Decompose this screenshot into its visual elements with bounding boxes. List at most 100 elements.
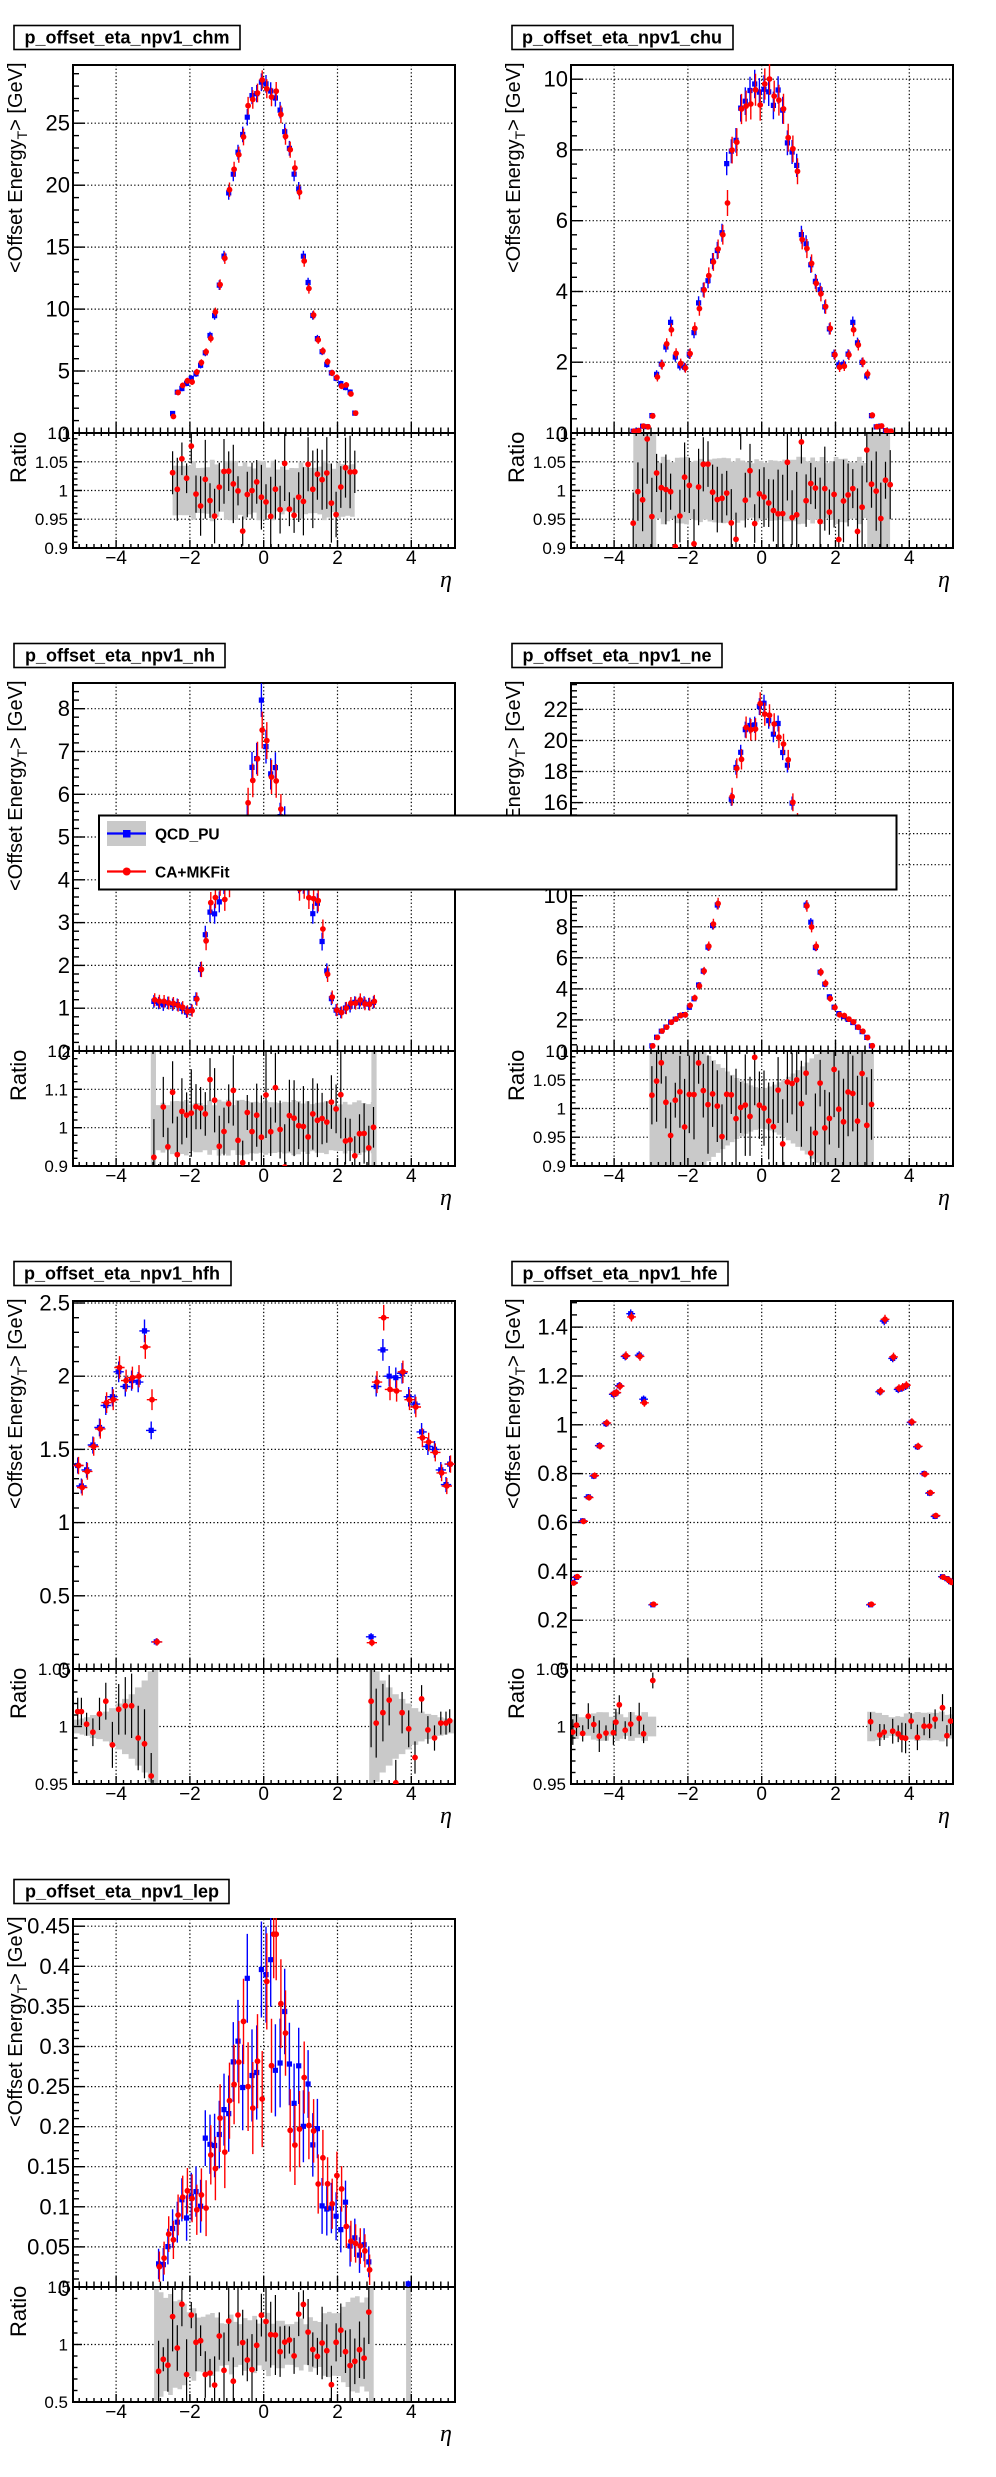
svg-text:2: 2: [332, 1784, 343, 1805]
svg-text:−4: −4: [603, 548, 625, 569]
svg-text:4: 4: [406, 548, 417, 569]
svg-text:20: 20: [46, 173, 70, 198]
svg-text:0.4: 0.4: [537, 1559, 568, 1584]
svg-text:−2: −2: [179, 548, 201, 569]
svg-text:<Offset EnergyT> [GeV]: <Offset EnergyT> [GeV]: [503, 1298, 528, 1509]
svg-text:2: 2: [556, 1007, 568, 1032]
svg-text:0: 0: [258, 2402, 269, 2423]
svg-text:0.8: 0.8: [537, 1461, 568, 1486]
svg-text:22: 22: [544, 697, 568, 722]
svg-text:<Offset EnergyT> [GeV]: <Offset EnergyT> [GeV]: [5, 1916, 30, 2127]
svg-text:0: 0: [58, 1658, 70, 1683]
svg-text:1: 1: [59, 482, 68, 501]
svg-text:η: η: [938, 1803, 950, 1829]
svg-text:1.5: 1.5: [47, 2278, 71, 2297]
svg-text:25: 25: [46, 111, 70, 136]
svg-text:6: 6: [58, 782, 70, 807]
svg-text:2: 2: [332, 1166, 343, 1187]
svg-text:p_offset_eta_npv1_nh: p_offset_eta_npv1_nh: [25, 646, 215, 666]
svg-text:0: 0: [756, 548, 767, 569]
svg-text:2: 2: [332, 2402, 343, 2423]
svg-text:−4: −4: [105, 1166, 127, 1187]
svg-text:0.45: 0.45: [27, 1914, 70, 1939]
svg-text:η: η: [440, 2421, 452, 2447]
svg-text:15: 15: [46, 235, 70, 260]
svg-text:η: η: [440, 1185, 452, 1211]
svg-text:1.05: 1.05: [533, 453, 566, 472]
svg-text:1.05: 1.05: [38, 1660, 71, 1679]
svg-text:0.95: 0.95: [533, 510, 566, 529]
svg-text:1: 1: [556, 1412, 568, 1437]
svg-text:0: 0: [756, 1166, 767, 1187]
svg-text:1.2: 1.2: [47, 1042, 71, 1061]
svg-text:1: 1: [59, 1718, 68, 1737]
svg-text:−2: −2: [677, 548, 699, 569]
svg-text:4: 4: [904, 548, 915, 569]
svg-text:20: 20: [544, 728, 568, 753]
svg-text:p_offset_eta_npv1_hfh: p_offset_eta_npv1_hfh: [24, 1264, 220, 1284]
svg-text:0: 0: [258, 548, 269, 569]
svg-text:0.95: 0.95: [533, 1128, 566, 1147]
svg-text:0.2: 0.2: [39, 2114, 70, 2139]
svg-text:2: 2: [830, 548, 841, 569]
svg-text:Ratio: Ratio: [6, 2286, 31, 2337]
svg-text:6: 6: [556, 945, 568, 970]
svg-text:0.3: 0.3: [39, 2034, 70, 2059]
svg-text:4: 4: [406, 1166, 417, 1187]
svg-text:1.05: 1.05: [536, 1660, 569, 1679]
svg-text:<Offset EnergyT> [GeV]: <Offset EnergyT> [GeV]: [5, 1298, 30, 1509]
svg-text:CA+MKFit: CA+MKFit: [155, 865, 229, 882]
svg-text:7: 7: [58, 739, 70, 764]
svg-text:2: 2: [556, 350, 568, 375]
svg-text:η: η: [938, 567, 950, 593]
svg-text:1: 1: [59, 1119, 68, 1138]
svg-text:η: η: [440, 567, 452, 593]
svg-text:1.1: 1.1: [44, 1080, 68, 1099]
svg-text:<Offset EnergyT> [GeV]: <Offset EnergyT> [GeV]: [5, 680, 30, 891]
svg-text:2: 2: [830, 1784, 841, 1805]
svg-text:4: 4: [406, 2402, 417, 2423]
svg-text:Ratio: Ratio: [6, 1050, 31, 1101]
svg-text:1.1: 1.1: [545, 424, 569, 443]
svg-text:16: 16: [544, 790, 568, 815]
svg-text:Ratio: Ratio: [504, 1668, 529, 1719]
svg-text:6: 6: [556, 208, 568, 233]
svg-text:4: 4: [556, 976, 568, 1001]
svg-text:p_offset_eta_npv1_lep: p_offset_eta_npv1_lep: [25, 1882, 219, 1902]
svg-text:5: 5: [58, 359, 70, 384]
svg-text:QCD_PU: QCD_PU: [155, 827, 220, 844]
svg-text:0: 0: [556, 422, 568, 447]
svg-text:p_offset_eta_npv1_hfe: p_offset_eta_npv1_hfe: [522, 1264, 717, 1284]
svg-text:8: 8: [556, 137, 568, 162]
svg-text:0.4: 0.4: [39, 1954, 70, 1979]
svg-text:0: 0: [58, 422, 70, 447]
svg-text:0.9: 0.9: [542, 539, 566, 558]
svg-text:0.2: 0.2: [537, 1608, 568, 1633]
svg-text:1: 1: [557, 482, 566, 501]
svg-text:0.95: 0.95: [35, 510, 68, 529]
svg-text:0: 0: [258, 1784, 269, 1805]
svg-text:18: 18: [544, 759, 568, 784]
svg-text:0: 0: [258, 1166, 269, 1187]
svg-text:0.9: 0.9: [542, 1157, 566, 1176]
svg-text:0.35: 0.35: [27, 1994, 70, 2019]
svg-text:1.1: 1.1: [47, 424, 71, 443]
svg-text:−4: −4: [105, 2402, 127, 2423]
svg-text:0.9: 0.9: [44, 539, 68, 558]
svg-text:8: 8: [556, 914, 568, 939]
svg-text:1.05: 1.05: [35, 453, 68, 472]
svg-text:Ratio: Ratio: [6, 432, 31, 483]
svg-text:4: 4: [904, 1784, 915, 1805]
svg-text:<Offset EnergyT> [GeV]: <Offset EnergyT> [GeV]: [503, 62, 528, 273]
svg-text:0.9: 0.9: [44, 1157, 68, 1176]
svg-text:0: 0: [556, 1040, 568, 1065]
svg-text:1: 1: [59, 2336, 68, 2355]
svg-text:η: η: [440, 1803, 452, 1829]
svg-text:0.15: 0.15: [27, 2154, 70, 2179]
svg-text:0.95: 0.95: [533, 1775, 566, 1794]
svg-text:p_offset_eta_npv1_chu: p_offset_eta_npv1_chu: [522, 28, 722, 48]
svg-text:2.5: 2.5: [39, 1291, 70, 1316]
svg-text:−2: −2: [677, 1166, 699, 1187]
svg-text:0: 0: [556, 1658, 568, 1683]
svg-text:0: 0: [58, 2276, 70, 2301]
